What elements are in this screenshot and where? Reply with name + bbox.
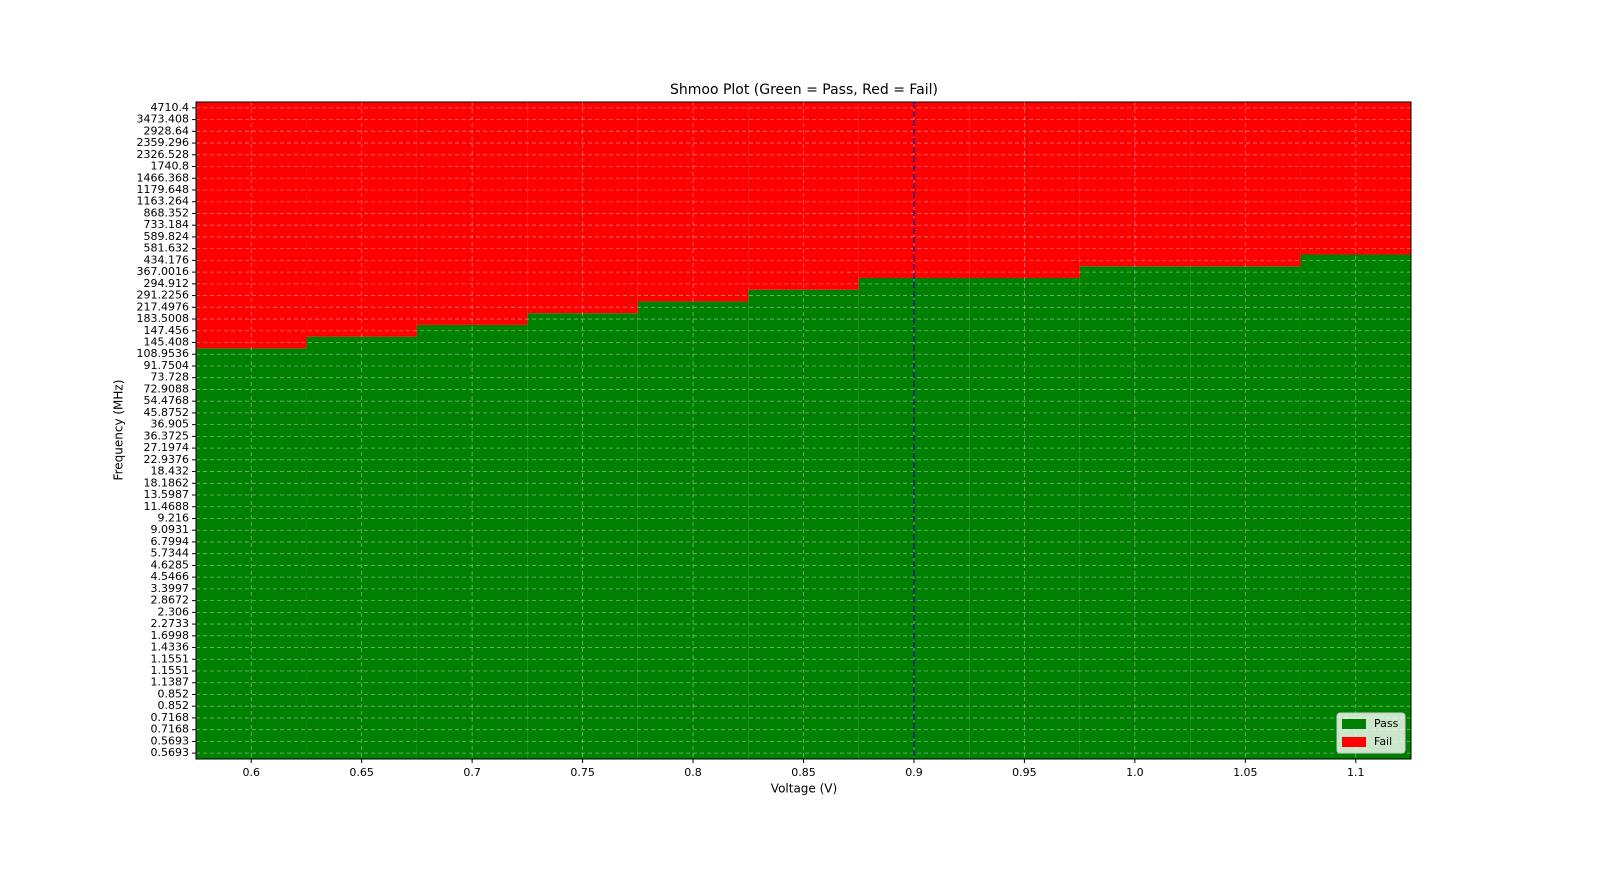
y-tick-label: 18.432 xyxy=(151,465,190,478)
x-tick-label: 0.8 xyxy=(684,766,702,779)
fail-region xyxy=(1079,102,1191,267)
y-tick-label: 72.9088 xyxy=(144,382,190,395)
fail-region xyxy=(527,102,638,314)
y-tick-label: 6.7994 xyxy=(151,535,190,548)
y-tick-label: 733.184 xyxy=(144,218,190,231)
y-tick-label: 0.7168 xyxy=(151,711,190,724)
y-tick-label: 36.905 xyxy=(151,418,190,431)
y-tick-label: 9.216 xyxy=(158,511,190,524)
pass-region xyxy=(306,336,417,759)
y-tick-label: 147.456 xyxy=(144,324,190,337)
y-tick-label: 1.1551 xyxy=(151,664,190,677)
fail-region xyxy=(416,102,528,325)
y-tick-label: 0.5693 xyxy=(151,734,190,747)
y-tick-label: 217.4976 xyxy=(137,300,190,313)
y-tick-label: 1.6998 xyxy=(151,629,190,642)
pass-region xyxy=(969,277,1080,759)
x-tick-label: 1.0 xyxy=(1126,766,1144,779)
y-tick-label: 54.4768 xyxy=(144,394,190,407)
y-tick-label: 581.632 xyxy=(144,242,190,255)
pass-region xyxy=(1079,266,1191,759)
y-tick-label: 291.2256 xyxy=(137,289,190,302)
y-tick-label: 589.824 xyxy=(144,230,190,243)
y-tick-label: 1740.8 xyxy=(151,160,190,173)
y-tick-label: 294.912 xyxy=(144,277,190,290)
x-tick-label: 0.65 xyxy=(349,766,374,779)
y-tick-label: 36.3725 xyxy=(144,429,190,442)
x-tick-label: 0.6 xyxy=(242,766,260,779)
y-tick-label: 2.306 xyxy=(158,605,190,618)
pass-region xyxy=(637,301,749,759)
y-tick-label: 367.0016 xyxy=(137,265,190,278)
y-tick-label: 2.2733 xyxy=(151,617,190,630)
plot-frame xyxy=(195,101,1412,760)
y-tick-label: 0.852 xyxy=(158,687,190,700)
fail-region xyxy=(306,102,417,337)
y-tick-label: 2326.528 xyxy=(137,148,190,161)
x-tick-label: 1.05 xyxy=(1233,766,1258,779)
y-tick-label: 0.852 xyxy=(158,699,190,712)
fail-region xyxy=(969,102,1080,278)
y-tick-label: 9.0931 xyxy=(151,523,190,536)
legend-label: Pass xyxy=(1374,717,1399,730)
fail-region xyxy=(1300,102,1411,255)
y-tick-label: 2.8672 xyxy=(151,594,190,607)
y-tick-label: 4710.4 xyxy=(151,101,190,114)
pass-region xyxy=(527,313,638,759)
y-tick-label: 1.4336 xyxy=(151,641,190,654)
y-tick-label: 3473.408 xyxy=(137,113,190,126)
pass-region xyxy=(1190,266,1301,759)
y-axis-label: Frequency (MHz) xyxy=(112,380,126,481)
y-tick-label: 13.5987 xyxy=(144,488,190,501)
y-tick-label: 1466.368 xyxy=(137,171,190,184)
x-tick-label: 1.1 xyxy=(1347,766,1365,779)
y-tick-label: 18.1862 xyxy=(144,476,190,489)
y-tick-label: 4.6285 xyxy=(151,558,190,571)
y-tick-label: 2928.64 xyxy=(144,124,190,137)
chart-title: Shmoo Plot (Green = Pass, Red = Fail) xyxy=(670,82,938,98)
y-tick-label: 4.5466 xyxy=(151,570,190,583)
x-axis-label: Voltage (V) xyxy=(771,782,837,796)
y-tick-label: 1163.264 xyxy=(137,195,190,208)
y-tick-label: 22.9376 xyxy=(144,453,190,466)
pass-region xyxy=(748,289,859,759)
x-tick-label: 0.9 xyxy=(905,766,923,779)
x-tick-label: 0.7 xyxy=(463,766,481,779)
y-tick-label: 3.3997 xyxy=(151,582,190,595)
legend: Pass Fail xyxy=(1336,712,1406,754)
y-tick-label: 868.352 xyxy=(144,206,190,219)
x-tick-label: 0.85 xyxy=(791,766,816,779)
pass-region xyxy=(1300,254,1411,759)
y-tick-label: 1.1551 xyxy=(151,652,190,665)
y-tick-label: 1179.648 xyxy=(137,183,190,196)
y-tick-label: 73.728 xyxy=(151,371,190,384)
y-tick-label: 2359.296 xyxy=(137,136,190,149)
y-tick-label: 27.1974 xyxy=(144,441,190,454)
y-tick-label: 0.5693 xyxy=(151,746,190,759)
x-tick-label: 0.95 xyxy=(1012,766,1037,779)
y-tick-label: 145.408 xyxy=(144,336,190,349)
y-tick-label: 1.1387 xyxy=(151,676,190,689)
legend-swatch xyxy=(1342,737,1366,747)
fail-region xyxy=(637,102,749,302)
y-tick-label: 11.4688 xyxy=(144,500,190,513)
y-tick-label: 0.7168 xyxy=(151,723,190,736)
legend-swatch xyxy=(1342,719,1366,729)
y-tick-label: 434.176 xyxy=(144,253,190,266)
y-tick-label: 91.7504 xyxy=(144,359,190,372)
pass-region xyxy=(196,348,307,759)
fail-region xyxy=(748,102,859,290)
y-tick-label: 5.7344 xyxy=(151,547,190,560)
legend-label: Fail xyxy=(1374,735,1392,748)
fail-region xyxy=(1190,102,1301,267)
y-tick-label: 108.9536 xyxy=(137,347,190,360)
x-tick-label: 0.75 xyxy=(570,766,595,779)
pass-region xyxy=(416,324,528,759)
y-tick-label: 45.8752 xyxy=(144,406,190,419)
fail-region xyxy=(196,102,307,349)
y-tick-label: 183.5008 xyxy=(137,312,190,325)
